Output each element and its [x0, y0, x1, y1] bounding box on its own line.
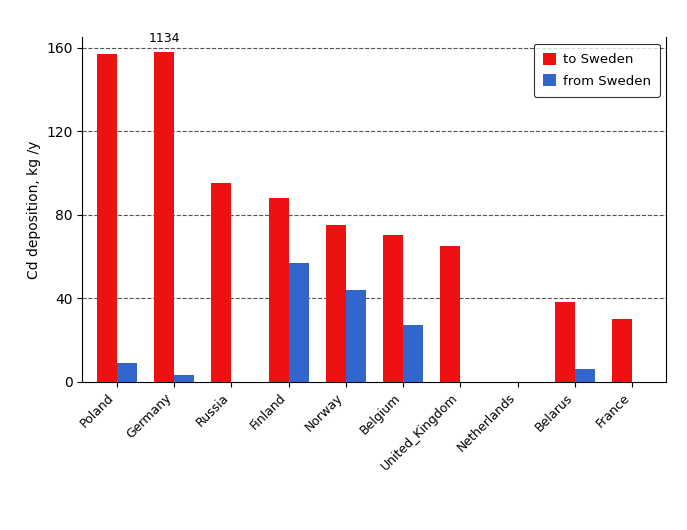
Text: 1134: 1134 — [148, 32, 180, 46]
Bar — [269, 198, 289, 382]
Bar — [346, 290, 366, 382]
Bar — [154, 52, 174, 382]
Bar — [289, 262, 308, 382]
Bar — [97, 54, 117, 382]
Bar — [117, 363, 137, 382]
Legend: to Sweden, from Sweden: to Sweden, from Sweden — [534, 43, 660, 97]
Bar — [326, 225, 346, 382]
Y-axis label: Cd deposition, kg /y: Cd deposition, kg /y — [27, 140, 41, 279]
Bar — [383, 235, 403, 382]
Bar — [403, 325, 423, 382]
Bar — [575, 369, 595, 382]
Bar — [555, 302, 575, 382]
Bar — [440, 246, 460, 382]
Bar — [174, 375, 194, 382]
Bar — [612, 319, 632, 382]
Bar — [212, 183, 232, 382]
